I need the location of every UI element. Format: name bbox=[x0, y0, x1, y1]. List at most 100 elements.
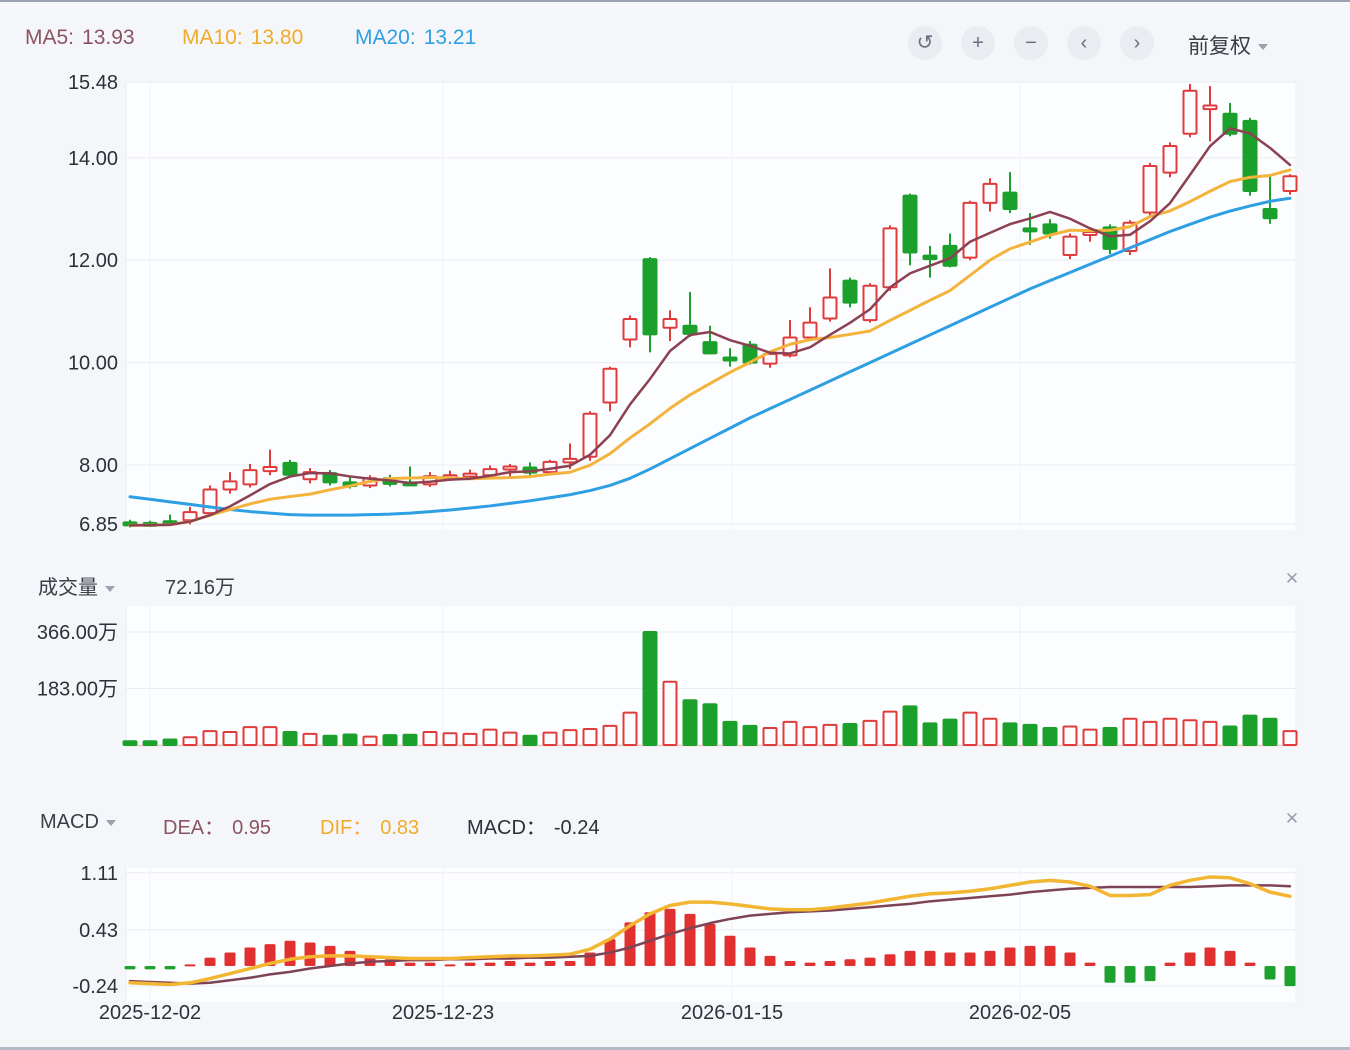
volume-bar[interactable] bbox=[122, 740, 138, 747]
macd-bar[interactable] bbox=[1104, 966, 1116, 983]
volume-bar[interactable] bbox=[682, 699, 698, 746]
volume-bar[interactable] bbox=[1202, 720, 1218, 746]
macd-bar[interactable] bbox=[184, 964, 196, 967]
macd-bar[interactable] bbox=[804, 962, 816, 966]
volume-bar[interactable] bbox=[882, 710, 898, 747]
macd-bar[interactable] bbox=[744, 947, 756, 966]
volume-bar[interactable] bbox=[362, 735, 378, 747]
volume-bar[interactable] bbox=[762, 727, 778, 746]
volume-bar[interactable] bbox=[482, 728, 498, 747]
volume-bar[interactable] bbox=[922, 722, 938, 747]
candle[interactable] bbox=[582, 411, 598, 461]
macd-bar[interactable] bbox=[984, 950, 996, 966]
volume-bar[interactable] bbox=[202, 730, 218, 747]
macd-bar[interactable] bbox=[504, 960, 516, 966]
candle[interactable] bbox=[1062, 233, 1078, 260]
volume-bar[interactable] bbox=[162, 738, 178, 747]
macd-bar[interactable] bbox=[844, 959, 856, 966]
candle[interactable] bbox=[922, 245, 938, 278]
macd-bar[interactable] bbox=[204, 957, 216, 966]
volume-bar[interactable] bbox=[1162, 717, 1178, 747]
volume-bar[interactable] bbox=[602, 724, 618, 746]
macd-bar[interactable] bbox=[724, 935, 736, 966]
macd-bar[interactable] bbox=[224, 952, 236, 966]
macd-bar[interactable] bbox=[1004, 947, 1016, 966]
macd-bar[interactable] bbox=[764, 955, 776, 966]
volume-bar[interactable] bbox=[702, 703, 718, 747]
candle[interactable] bbox=[462, 469, 478, 480]
macd-bar[interactable] bbox=[1224, 950, 1236, 966]
macd-bar[interactable] bbox=[784, 960, 796, 966]
candle[interactable] bbox=[622, 315, 638, 348]
volume-bar[interactable] bbox=[742, 724, 758, 746]
adjust-mode-dropdown[interactable]: 前复权 bbox=[1188, 30, 1268, 60]
volume-bar[interactable] bbox=[982, 717, 998, 747]
candle[interactable] bbox=[702, 325, 718, 355]
macd-bar[interactable] bbox=[244, 947, 256, 966]
candle[interactable] bbox=[282, 459, 298, 478]
macd-bar[interactable] bbox=[544, 960, 556, 966]
candle[interactable] bbox=[262, 449, 278, 476]
volume-close-button[interactable]: ✕ bbox=[1280, 567, 1304, 591]
macd-bar[interactable] bbox=[404, 962, 416, 966]
macd-bar[interactable] bbox=[664, 908, 676, 966]
candle[interactable] bbox=[822, 268, 838, 322]
volume-bars[interactable] bbox=[122, 631, 1298, 747]
candle[interactable] bbox=[662, 310, 678, 342]
undo-button[interactable]: ↺ bbox=[908, 26, 942, 60]
candle[interactable] bbox=[202, 485, 218, 517]
volume-bar[interactable] bbox=[442, 732, 458, 747]
candle[interactable] bbox=[242, 463, 258, 488]
macd-bar[interactable] bbox=[1124, 966, 1136, 983]
macd-bar[interactable] bbox=[464, 962, 476, 966]
macd-bar[interactable] bbox=[124, 966, 136, 970]
macd-bar[interactable] bbox=[904, 950, 916, 966]
volume-bar[interactable] bbox=[1262, 717, 1278, 747]
volume-bar[interactable] bbox=[1042, 727, 1058, 746]
candle[interactable] bbox=[1202, 86, 1218, 142]
volume-bar[interactable] bbox=[222, 731, 238, 746]
candle[interactable] bbox=[1142, 162, 1158, 217]
volume-bar[interactable] bbox=[1062, 725, 1078, 746]
pan-left-button[interactable]: ‹ bbox=[1067, 26, 1101, 60]
macd-bar[interactable] bbox=[944, 952, 956, 966]
candle[interactable] bbox=[882, 225, 898, 291]
volume-bar[interactable] bbox=[522, 734, 538, 747]
macd-bar[interactable] bbox=[1264, 966, 1276, 980]
volume-bar[interactable] bbox=[642, 631, 658, 746]
volume-bar[interactable] bbox=[1222, 725, 1238, 746]
candle[interactable] bbox=[1162, 142, 1178, 178]
volume-bar[interactable] bbox=[962, 711, 978, 747]
volume-bar[interactable] bbox=[562, 729, 578, 746]
candle[interactable] bbox=[722, 348, 738, 367]
volume-bar[interactable] bbox=[302, 732, 318, 747]
macd-bar[interactable] bbox=[284, 940, 296, 966]
volume-bar[interactable] bbox=[282, 731, 298, 746]
volume-bar[interactable] bbox=[582, 727, 598, 747]
volume-bar[interactable] bbox=[322, 734, 338, 747]
candle[interactable] bbox=[1282, 174, 1298, 195]
pan-right-button[interactable]: › bbox=[1120, 26, 1154, 60]
macd-bar[interactable] bbox=[1184, 952, 1196, 966]
candle[interactable] bbox=[842, 277, 858, 308]
volume-bar[interactable] bbox=[1142, 720, 1158, 746]
macd-bar[interactable] bbox=[444, 964, 456, 967]
volume-bar[interactable] bbox=[1022, 723, 1038, 747]
macd-bar[interactable] bbox=[924, 950, 936, 966]
macd-bar[interactable] bbox=[964, 952, 976, 966]
volume-bar[interactable] bbox=[542, 731, 558, 746]
macd-bar[interactable] bbox=[684, 913, 696, 966]
volume-bar[interactable] bbox=[1122, 717, 1138, 747]
macd-indicator-dropdown[interactable]: MACD bbox=[40, 811, 116, 834]
volume-bar[interactable] bbox=[1102, 727, 1118, 746]
macd-bar[interactable] bbox=[864, 957, 876, 966]
macd-bar[interactable] bbox=[264, 944, 276, 966]
volume-bar[interactable] bbox=[182, 736, 198, 747]
candle[interactable] bbox=[902, 193, 918, 266]
candle[interactable] bbox=[602, 366, 618, 412]
macd-bar[interactable] bbox=[884, 954, 896, 966]
macd-bar[interactable] bbox=[1204, 947, 1216, 966]
macd-bar[interactable] bbox=[1024, 945, 1036, 966]
candle[interactable] bbox=[962, 200, 978, 261]
macd-bar[interactable] bbox=[1064, 952, 1076, 966]
